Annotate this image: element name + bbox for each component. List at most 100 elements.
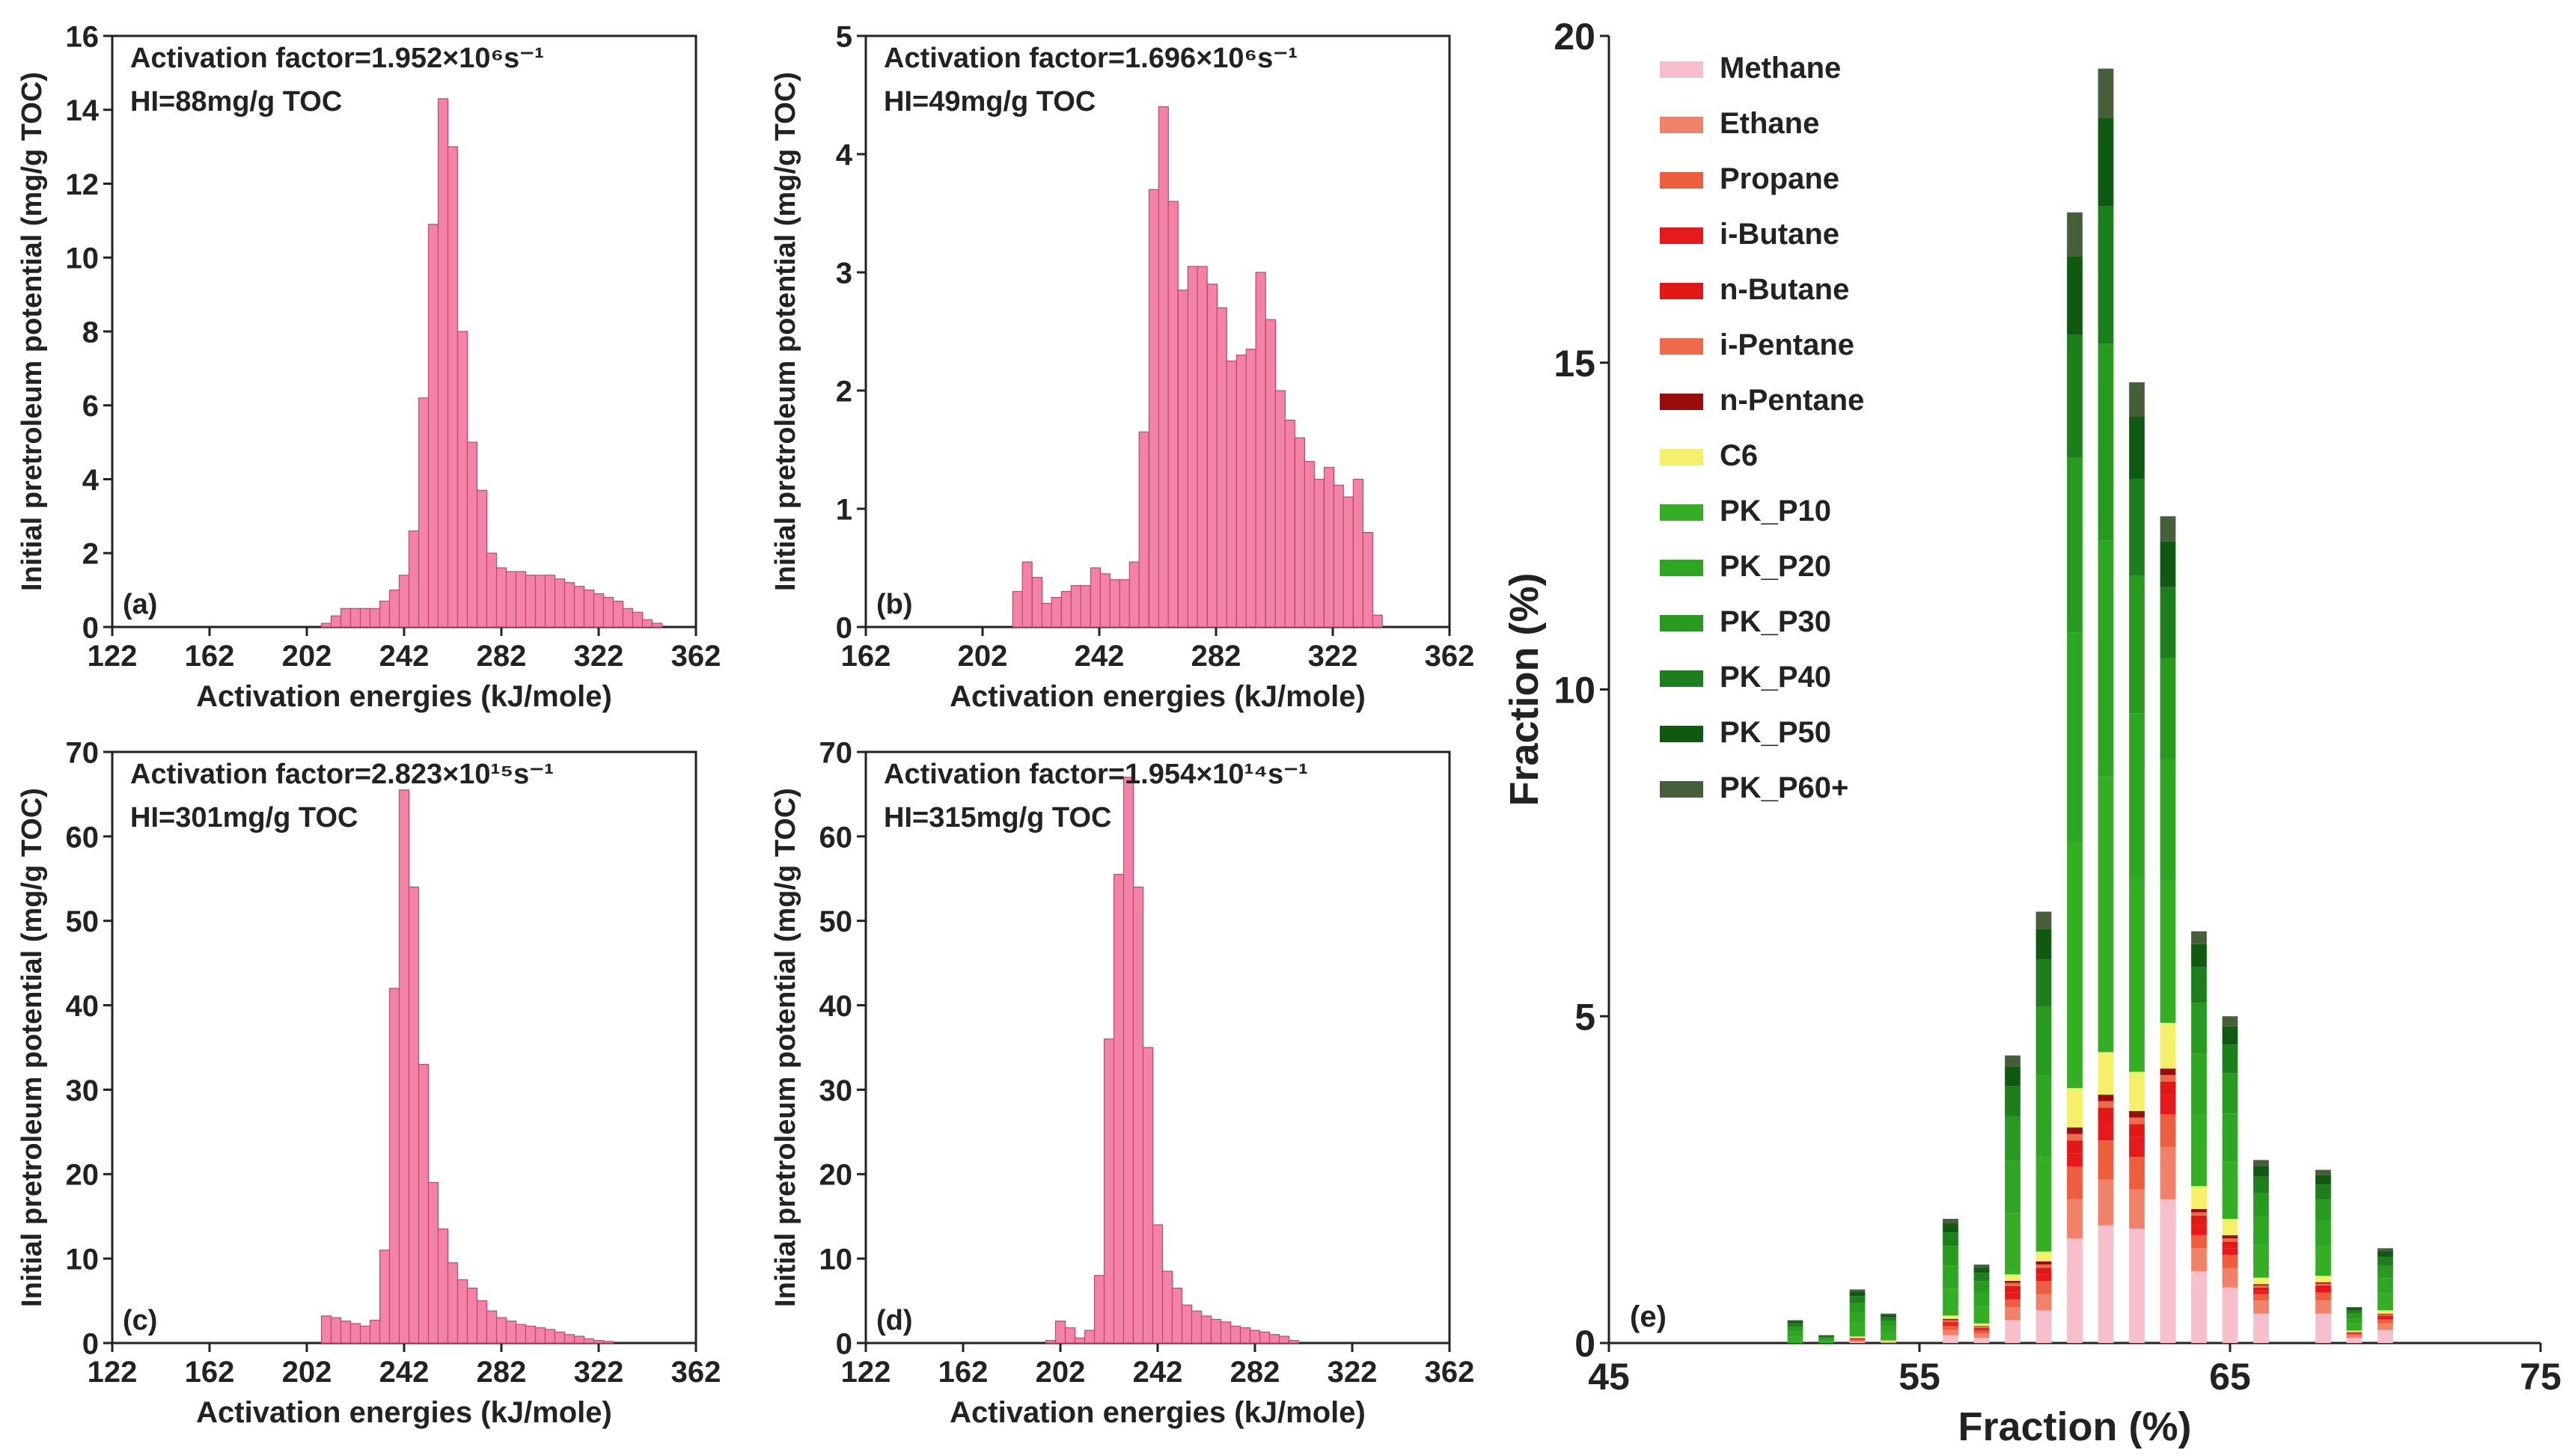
- y-tick-label: 14: [66, 94, 100, 127]
- bar-segment-ethane: [2346, 1335, 2362, 1339]
- x-tick-label: 242: [379, 640, 430, 673]
- histogram-bar: [583, 1338, 595, 1344]
- bar-segment-propane: [1849, 1339, 1866, 1341]
- histogram-bar: [1274, 390, 1286, 628]
- histogram-bar: [1372, 614, 1383, 628]
- bar-segment-pk-p10: [2253, 1244, 2269, 1278]
- bar-segment-pk-p10: [2346, 1324, 2362, 1331]
- bar-segment-n-pentane: [2315, 1282, 2331, 1284]
- y-tick-label: 5: [1574, 996, 1595, 1038]
- legend-swatch: [1660, 227, 1703, 244]
- bar-segment-pk-p20: [2098, 540, 2114, 777]
- bar-segment-pk-p60-: [1973, 1264, 1990, 1268]
- y-tick-label: 30: [819, 1074, 853, 1107]
- histogram-bar: [486, 552, 498, 628]
- bar-segment-pk-p30: [2191, 1003, 2207, 1054]
- y-tick-label: 20: [819, 1159, 853, 1192]
- stacked-column: [1943, 1219, 1958, 1343]
- histogram-bar: [1323, 467, 1335, 628]
- bar-segment-i-butane: [1849, 1339, 1866, 1340]
- stacked-column: [1973, 1264, 1990, 1343]
- legend-swatch: [1660, 338, 1703, 355]
- legend-swatch: [1660, 560, 1703, 576]
- histogram-bar: [1138, 431, 1149, 628]
- bar-segment-n-pentane: [2005, 1281, 2020, 1283]
- bar-segment-pk-p40: [2160, 587, 2176, 658]
- bar-segment-n-butane: [1973, 1327, 1990, 1330]
- legend-label: PK_P10: [1720, 495, 1831, 527]
- histogram-bar: [466, 441, 478, 628]
- bar-segment-pk-p60-: [2253, 1160, 2269, 1166]
- x-tick-label: 282: [477, 640, 527, 673]
- histogram-bar: [1177, 290, 1189, 628]
- histogram-bar: [447, 1262, 459, 1344]
- x-tick-label: 362: [671, 640, 721, 673]
- panel-label: (b): [876, 589, 913, 620]
- plot-frame: [111, 34, 697, 628]
- histogram-bar: [476, 1300, 488, 1344]
- bar-segment-ethane: [2160, 1146, 2176, 1199]
- bar-segment-pk-p50: [2098, 117, 2114, 207]
- legend-label: PK_P30: [1720, 605, 1831, 638]
- annotation-activation-factor: Activation factor=1.952×10⁶s⁻¹: [130, 43, 544, 74]
- bar-segment-pk-p40: [2346, 1310, 2362, 1314]
- bar-segment-propane: [1973, 1330, 1990, 1334]
- bar-segment-methane: [2222, 1287, 2238, 1343]
- histogram-bar: [1362, 531, 1373, 628]
- bar-segment-pk-p50: [2160, 541, 2176, 587]
- histogram-bar: [1051, 596, 1062, 628]
- bar-segment-i-pentane: [2253, 1285, 2269, 1288]
- annotation-hi: HI=49mg/g TOC: [884, 86, 1096, 117]
- bar-segment-i-pentane: [1943, 1320, 1958, 1323]
- y-tick-label: 70: [819, 736, 853, 769]
- y-tick-label: 12: [66, 168, 100, 201]
- bar-segment-n-butane: [2098, 1107, 2114, 1122]
- bar-segment-pk-p50: [2346, 1308, 2362, 1311]
- bar-segment-methane: [1973, 1338, 1990, 1343]
- bar-segment-i-pentane: [2098, 1101, 2114, 1108]
- histogram-bar: [593, 593, 605, 628]
- bar-segment-pk-p40: [1818, 1336, 1834, 1338]
- y-tick-label: 8: [82, 316, 99, 349]
- y-axis-label: Initial pretroleum potential (mg/g TOC): [770, 788, 801, 1307]
- histogram-bar: [1021, 561, 1033, 628]
- histogram-bar: [1294, 437, 1306, 628]
- histogram-bar: [437, 1229, 449, 1344]
- histogram-bar: [1226, 360, 1237, 628]
- bar-segment-propane: [2098, 1140, 2114, 1180]
- histogram-bar: [1041, 602, 1052, 628]
- bar-segment-n-pentane: [2377, 1313, 2393, 1315]
- histogram-bar: [563, 582, 575, 628]
- bar-segment-methane: [2035, 1310, 2052, 1343]
- bar-segment-pk-p30: [1943, 1246, 1958, 1266]
- bar-segment-c6: [2377, 1310, 2393, 1314]
- y-tick-label: 20: [1554, 16, 1595, 58]
- bar-segment-n-butane: [2315, 1285, 2331, 1289]
- panel-label: (d): [876, 1305, 913, 1336]
- bar-segment-pk-p40: [2035, 959, 2052, 1007]
- bar-segment-ethane: [2191, 1248, 2207, 1271]
- bar-segment-pk-p10: [2067, 842, 2083, 1089]
- histogram-bars: [1012, 106, 1383, 628]
- bar-segment-pk-p50: [2005, 1066, 2020, 1086]
- histogram-bar: [1171, 1288, 1183, 1344]
- y-tick-label: 10: [66, 242, 100, 275]
- bar-segment-methane: [1943, 1335, 1958, 1343]
- bar-segment-pk-p60-: [2067, 212, 2083, 257]
- stacked-column: [2253, 1160, 2269, 1343]
- bar-segment-n-pentane: [1973, 1326, 1990, 1327]
- histogram-bar: [1070, 585, 1081, 628]
- bar-segment-pk-p30: [2160, 658, 2176, 759]
- legend-label: PK_P40: [1720, 661, 1831, 694]
- bar-segment-n-butane: [2160, 1081, 2176, 1095]
- legend-label: i-Pentane: [1720, 328, 1854, 361]
- x-tick-label: 202: [1036, 1356, 1086, 1389]
- legend-label: i-Butane: [1720, 218, 1839, 251]
- histogram-bar: [1128, 561, 1140, 628]
- histogram-bar: [330, 1317, 342, 1344]
- bar-segment-i-butane: [2129, 1137, 2145, 1157]
- bar-segment-pk-p30: [2377, 1265, 2393, 1279]
- histogram-bar: [495, 1317, 507, 1344]
- histogram-bar: [1333, 484, 1344, 628]
